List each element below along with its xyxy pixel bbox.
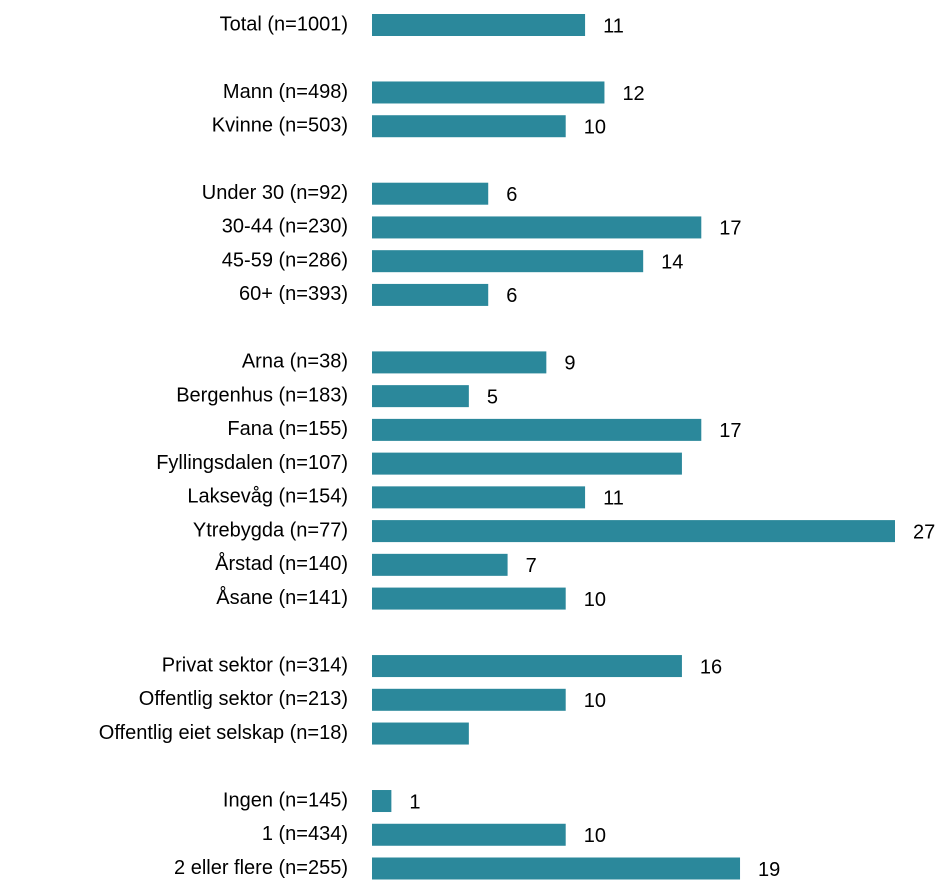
bar <box>372 520 895 543</box>
category-label: Fyllingsdalen (n=107) <box>156 452 348 474</box>
bar <box>372 857 741 880</box>
value-label: 10 <box>584 690 606 712</box>
category-label: 30-44 (n=230) <box>222 216 348 238</box>
bar <box>372 283 489 306</box>
value-label: 10 <box>584 825 606 847</box>
value-label: 27 <box>913 521 935 543</box>
value-label: 6 <box>506 184 517 206</box>
category-label: 1 (n=434) <box>262 823 348 845</box>
category-label: Fana (n=155) <box>227 418 348 440</box>
bar <box>372 115 566 138</box>
bar <box>372 182 489 205</box>
category-label: 60+ (n=393) <box>239 283 348 305</box>
bar <box>372 553 508 576</box>
bar <box>372 216 702 239</box>
value-label: 11 <box>603 15 624 37</box>
category-label: Arna (n=38) <box>242 351 348 373</box>
category-label: 2 eller flere (n=255) <box>174 857 348 879</box>
category-label: Laksevåg (n=154) <box>187 486 348 508</box>
category-label: Offentlig sektor (n=213) <box>139 688 348 710</box>
value-label: 6 <box>506 285 517 307</box>
bar <box>372 250 644 273</box>
value-label: 5 <box>487 386 498 408</box>
category-label: Kvinne (n=503) <box>212 115 348 137</box>
category-label: Under 30 (n=92) <box>202 182 348 204</box>
bar <box>372 722 469 745</box>
value-label: 7 <box>526 555 537 577</box>
bar <box>372 790 392 813</box>
bar <box>372 688 566 711</box>
category-label: Åsane (n=141) <box>216 586 348 609</box>
bar <box>372 351 547 374</box>
value-label: 12 <box>622 83 644 105</box>
category-label: Ingen (n=145) <box>223 789 348 811</box>
value-label: 19 <box>758 859 780 880</box>
bar <box>372 486 586 509</box>
bar <box>372 14 586 36</box>
category-label: Årstad (n=140) <box>215 552 348 575</box>
bar <box>372 823 566 846</box>
value-label: 10 <box>584 117 606 139</box>
value-label: 1 <box>409 791 420 813</box>
bar <box>372 587 566 610</box>
value-label: 17 <box>719 218 741 240</box>
bar <box>372 418 702 441</box>
value-label: 14 <box>661 251 683 273</box>
value-label: 17 <box>719 420 741 442</box>
bar <box>372 81 605 104</box>
value-label: 11 <box>603 488 624 510</box>
bar <box>372 655 682 678</box>
value-label: 16 <box>700 656 722 678</box>
value-label: 10 <box>584 589 606 611</box>
value-label: 9 <box>564 353 575 375</box>
category-label: Total (n=1001) <box>220 13 348 35</box>
category-label: Privat sektor (n=314) <box>162 654 348 676</box>
category-label: Bergenhus (n=183) <box>176 384 348 406</box>
category-label: Ytrebygda (n=77) <box>193 519 348 541</box>
category-label: Offentlig eiet selskap (n=18) <box>99 722 348 744</box>
bar <box>372 385 469 408</box>
category-label: 45-59 (n=286) <box>222 249 348 271</box>
category-label: Mann (n=498) <box>223 81 348 103</box>
bar <box>372 452 682 475</box>
